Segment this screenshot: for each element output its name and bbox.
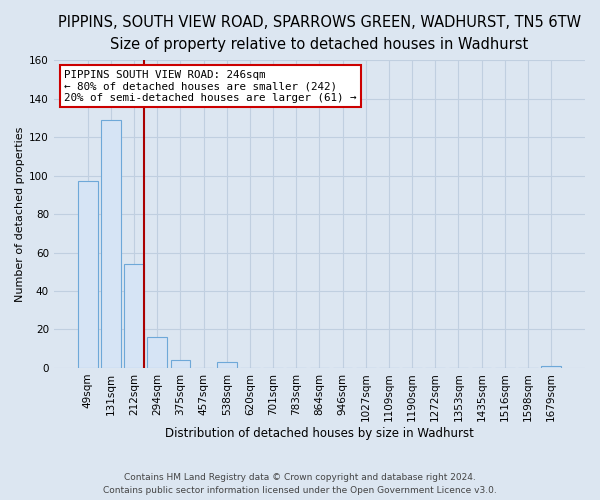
Bar [78,182,98,368]
X-axis label: Distribution of detached houses by size in Wadhurst: Distribution of detached houses by size … [165,427,474,440]
Text: Contains HM Land Registry data © Crown copyright and database right 2024.
Contai: Contains HM Land Registry data © Crown c… [103,474,497,495]
Y-axis label: Number of detached properties: Number of detached properties [15,126,25,302]
Bar [170,360,190,368]
Bar [541,366,561,368]
Text: PIPPINS SOUTH VIEW ROAD: 246sqm
← 80% of detached houses are smaller (242)
20% o: PIPPINS SOUTH VIEW ROAD: 246sqm ← 80% of… [64,70,357,102]
Title: PIPPINS, SOUTH VIEW ROAD, SPARROWS GREEN, WADHURST, TN5 6TW
Size of property rel: PIPPINS, SOUTH VIEW ROAD, SPARROWS GREEN… [58,15,581,52]
Bar [124,264,144,368]
Bar [148,337,167,368]
Bar [217,362,236,368]
Bar [101,120,121,368]
